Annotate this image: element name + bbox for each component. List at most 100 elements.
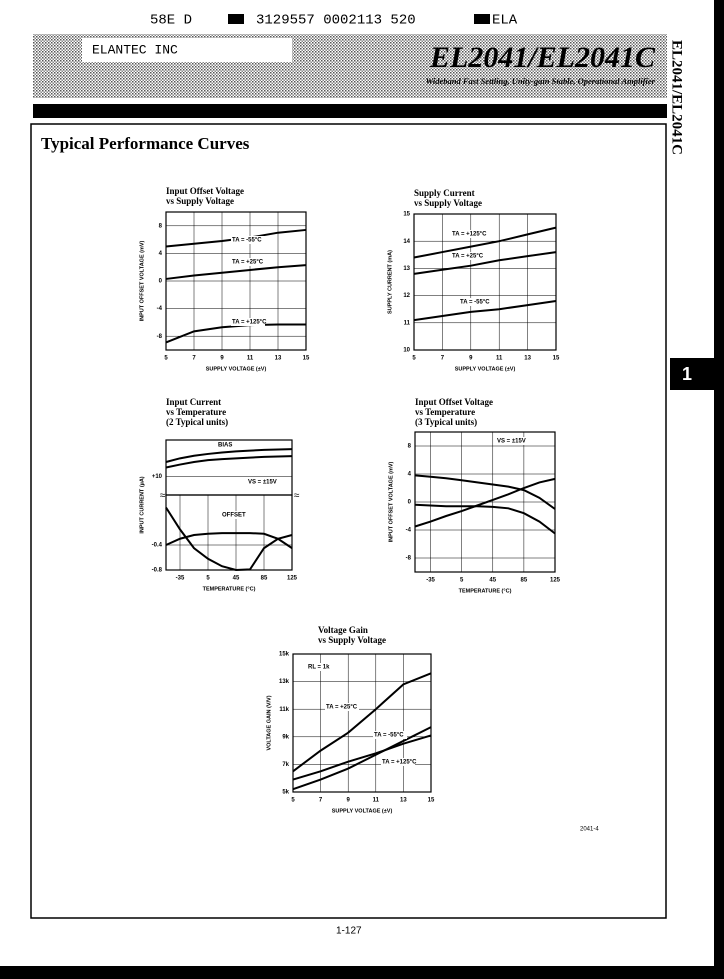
label-bg — [307, 663, 337, 671]
y-tick-label: 4 — [159, 251, 163, 257]
y-tick-label: 13k — [279, 679, 290, 685]
x-tick-label: 11 — [373, 798, 380, 804]
axis-break: ≈ — [294, 491, 300, 502]
label-bg — [373, 731, 407, 739]
label-bg — [221, 511, 251, 519]
series-line — [413, 226, 557, 259]
part-number: EL2041/EL2041C — [429, 41, 656, 74]
y-tick-label: 10 — [403, 348, 410, 354]
chart-title: Input Offset Voltage — [415, 397, 493, 407]
x-tick-label: 9 — [469, 356, 473, 362]
chart-subtitle: (3 Typical units) — [415, 417, 477, 427]
series-label: TA = +25°C — [232, 260, 264, 266]
series-label: TA = +125°C — [452, 232, 487, 238]
series-label: TA = -55°C — [374, 733, 404, 739]
side-label: EL2041/EL2041C — [669, 40, 685, 155]
series-line — [414, 477, 556, 528]
x-axis-label: SUPPLY VOLTAGE (±V) — [332, 808, 393, 814]
chart-title: Input Offset Voltage — [166, 186, 244, 196]
y-tick-label: 13 — [403, 266, 410, 272]
code: 3129557 0002113 520 — [256, 13, 416, 29]
tab-number: 1 — [682, 364, 692, 384]
content-frame — [30, 123, 667, 919]
x-tick-label: 13 — [524, 356, 531, 362]
series-label: TA = -55°C — [460, 300, 490, 306]
chart-subtitle: vs Supply Voltage — [414, 198, 482, 208]
y-axis-label: INPUT CURRENT (µA) — [139, 476, 145, 533]
scan-edge — [714, 0, 724, 979]
x-tick-label: 7 — [441, 356, 445, 362]
y-tick-label: 0 — [408, 500, 412, 506]
chart-subtitle: vs Supply Voltage — [166, 196, 234, 206]
y-axis-label: SUPPLY CURRENT (mA) — [387, 250, 393, 314]
series-line — [413, 300, 557, 322]
x-tick-label: 45 — [233, 576, 240, 582]
label-bg — [451, 252, 485, 260]
series-line — [292, 672, 432, 773]
y-tick-label: -0.4 — [152, 543, 163, 549]
x-tick-label: 15 — [553, 356, 560, 362]
blot — [474, 14, 490, 24]
series-line — [165, 455, 293, 469]
x-axis-label: TEMPERATURE (°C) — [459, 588, 512, 594]
blot — [228, 14, 244, 24]
x-tick-label: 15 — [428, 798, 435, 804]
description: Wideband Fast Settling, Unity-gain Stabl… — [426, 76, 656, 86]
x-tick-label: 13 — [400, 798, 407, 804]
y-tick-label: 7k — [282, 762, 289, 768]
y-tick-label: 0 — [159, 279, 163, 285]
y-tick-label: +10 — [152, 474, 163, 480]
series-line — [292, 734, 432, 781]
x-tick-label: 5 — [460, 578, 464, 584]
company: ELANTEC INC — [92, 42, 178, 57]
annotation: RL = 1k — [308, 665, 330, 671]
chart-subtitle: (2 Typical units) — [166, 417, 228, 427]
y-tick-label: 12 — [403, 293, 410, 299]
y-tick-label: -4 — [157, 306, 163, 312]
scan-edge — [0, 966, 724, 979]
chart-title: Supply Current — [414, 188, 475, 198]
y-tick-label: 11k — [279, 707, 289, 713]
chart-subtitle: vs Temperature — [166, 407, 226, 417]
label-bg — [496, 437, 526, 445]
x-tick-label: 45 — [489, 578, 496, 584]
y-tick-label: 5k — [282, 790, 289, 796]
y-tick-label: 15k — [279, 652, 290, 658]
x-tick-label: 5 — [164, 356, 168, 362]
series-line — [165, 532, 293, 549]
x-tick-label: 11 — [247, 356, 254, 362]
code: 58E D — [150, 13, 192, 29]
y-axis-label: INPUT OFFSET VOLTAGE (mV) — [388, 461, 394, 542]
series-line — [165, 323, 306, 344]
annotation: VS = ±15V — [497, 439, 526, 445]
x-tick-label: 7 — [319, 798, 323, 804]
y-axis-label: VOLTAGE GAIN (V/V) — [266, 695, 272, 750]
y-tick-label: 8 — [159, 223, 163, 229]
x-axis-label: SUPPLY VOLTAGE (±V) — [206, 366, 267, 372]
y-tick-label: -0.8 — [152, 568, 163, 574]
company-box — [82, 38, 292, 62]
x-axis-label: SUPPLY VOLTAGE (±V) — [455, 366, 516, 372]
page-number: 1-127 — [336, 926, 362, 937]
series-label: TA = +125°C — [382, 760, 417, 766]
y-tick-label: -8 — [157, 334, 163, 340]
x-tick-label: -35 — [426, 578, 435, 584]
x-tick-label: 11 — [496, 356, 503, 362]
label-bg — [381, 758, 415, 766]
y-axis-label: INPUT OFFSET VOLTAGE (mV) — [139, 240, 145, 321]
series-line — [414, 503, 556, 535]
annotation: BIAS — [218, 443, 232, 449]
annotation: OFFSET — [222, 513, 246, 519]
tab — [670, 358, 714, 390]
label-bg — [231, 236, 265, 244]
label-bg — [459, 298, 493, 306]
axis-break: ≈ — [160, 491, 166, 502]
label-bg — [231, 258, 265, 266]
x-tick-label: -35 — [176, 576, 185, 582]
series-line — [414, 474, 556, 510]
x-tick-label: 85 — [521, 578, 528, 584]
series-line — [165, 264, 307, 280]
label-bg — [247, 478, 277, 486]
y-tick-label: 9k — [282, 734, 289, 740]
